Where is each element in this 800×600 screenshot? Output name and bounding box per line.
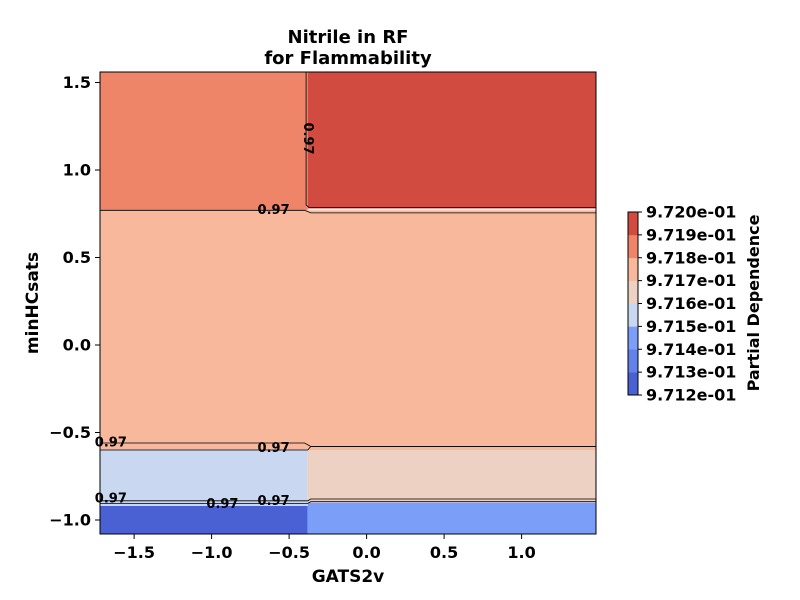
colorbar-label: Partial Dependence xyxy=(744,214,763,391)
colorbar-segment-2 xyxy=(628,326,638,350)
y-tick-label-3: 0.5 xyxy=(63,248,91,267)
y-tick-label-4: 1.0 xyxy=(63,161,91,180)
y-tick-label-1: −0.5 xyxy=(49,423,91,442)
plot-frame xyxy=(99,71,597,535)
x-tick-label-2: −0.5 xyxy=(268,543,310,562)
x-tick-label-0: −1.5 xyxy=(113,543,155,562)
chart-title-line-1: Nitrile in RF xyxy=(288,27,409,48)
contour-label-2: 0.97 xyxy=(95,436,127,451)
colorbar: 9.712e-01 9.713e-01 9.714e-01 9.715e-01 9.71… xyxy=(627,203,736,405)
contour-region-5 xyxy=(100,72,308,211)
contour-label-4: 0.97 xyxy=(95,492,127,507)
contour-lines xyxy=(100,72,596,504)
contour-line-4 xyxy=(100,209,596,214)
contour-line-0 xyxy=(100,501,596,504)
colorbar-segment-7 xyxy=(628,212,638,236)
contour-label-0: 0.97 xyxy=(258,203,290,218)
contour-label-6: 0.97 xyxy=(258,494,290,509)
contour-line-5 xyxy=(305,72,596,209)
colorbar-tick-label-0: 9.712e-01 xyxy=(646,386,736,405)
contour-label-1: 0.97 xyxy=(300,122,315,154)
contour-region-2 xyxy=(100,450,308,506)
x-axis: −1.5 −1.0 −0.5 0.0 0.5 1.0 xyxy=(113,534,536,562)
y-tick-label-0: −1.0 xyxy=(49,511,91,530)
contour-label-5: 0.97 xyxy=(206,497,238,512)
plot-area: 0.97 0.97 0.97 0.97 0.97 0.97 0.97 xyxy=(95,71,597,535)
x-axis-label: GATS2v xyxy=(312,567,385,587)
y-axis: −1.0 −0.5 0.0 0.5 1.0 1.5 xyxy=(49,73,100,530)
y-axis-label: minHCsats xyxy=(23,252,43,354)
colorbar-segment-1 xyxy=(628,349,638,373)
colorbar-tick-label-7: 9.719e-01 xyxy=(646,225,736,244)
x-tick-label-3: 0.0 xyxy=(352,543,380,562)
contour-region-6 xyxy=(307,72,596,209)
contour-line-1 xyxy=(100,498,596,502)
colorbar-segment-5 xyxy=(628,257,638,281)
y-tick-label-2: 0.0 xyxy=(63,336,91,355)
chart-title-line-2: for Flammability xyxy=(264,48,432,69)
colorbar-segment-4 xyxy=(628,280,638,304)
x-tick-label-5: 1.0 xyxy=(507,543,535,562)
colorbar-tick-label-5: 9.717e-01 xyxy=(646,271,736,290)
colorbar-tick-label-6: 9.718e-01 xyxy=(646,248,736,267)
contour-regions xyxy=(100,72,596,534)
colorbar-segment-0 xyxy=(628,372,638,396)
colorbar-tick-label-3: 9.715e-01 xyxy=(646,317,736,336)
colorbar-segment-6 xyxy=(628,234,638,259)
colorbar-tick-label-4: 9.716e-01 xyxy=(646,294,736,313)
contour-label-3: 0.97 xyxy=(258,441,290,456)
contour-region-0 xyxy=(100,506,308,534)
contour-region-1 xyxy=(307,502,596,534)
x-tick-label-4: 0.5 xyxy=(430,543,458,562)
contour-labels: 0.97 0.97 0.97 0.97 0.97 0.97 0.97 xyxy=(95,122,315,511)
colorbar-segment-3 xyxy=(628,303,638,327)
contour-line-3 xyxy=(100,442,596,447)
contour-region-4 xyxy=(100,210,596,450)
colorbar-tick-label-8: 9.720e-01 xyxy=(646,203,736,222)
colorbar-tick-label-1: 9.713e-01 xyxy=(646,363,736,382)
y-tick-label-5: 1.5 xyxy=(63,73,91,92)
colorbar-tick-label-2: 9.714e-01 xyxy=(646,340,736,359)
contour-region-3 xyxy=(307,446,596,503)
x-tick-label-1: −1.0 xyxy=(191,543,233,562)
